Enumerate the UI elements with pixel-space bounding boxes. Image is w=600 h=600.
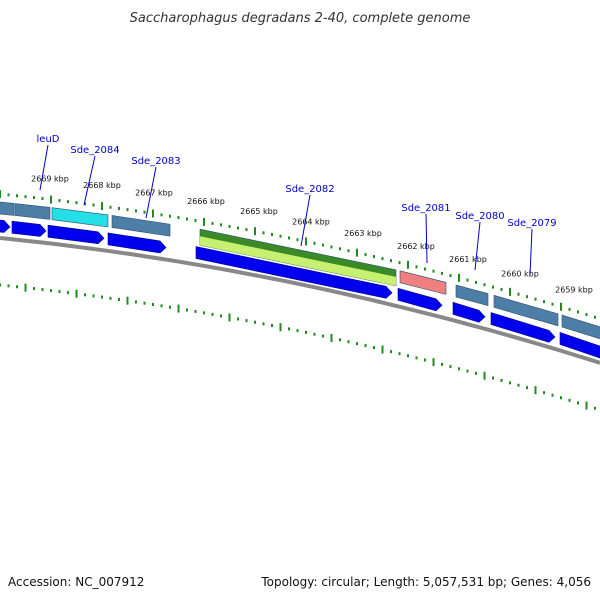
gene-label[interactable]: Sde_2083	[131, 156, 180, 167]
gene-label[interactable]: leuD	[37, 134, 60, 145]
kbp-tick-label: 2659 kbp	[555, 286, 593, 295]
gene-label[interactable]: Sde_2081	[401, 203, 450, 214]
gene-label-track: leuD Sde_2084 Sde_2083 Sde_2082 Sde_2081 Sde_…	[37, 134, 557, 276]
gene-arrow	[11, 220, 47, 237]
outer-tick-row	[0, 190, 596, 319]
cds-box	[14, 203, 51, 220]
cds-feature-track	[0, 201, 600, 340]
cds-box	[0, 201, 15, 216]
cds-box-sde-2082-lower	[200, 236, 396, 286]
gene-label-leader	[425, 213, 428, 264]
cds-box-sde-2081	[399, 270, 447, 295]
kbp-tick-label: 2667 kbp	[135, 189, 173, 198]
gene-arrow	[0, 219, 11, 233]
kbp-tick-label: 2666 kbp	[187, 197, 225, 206]
kbp-tick-label: 2663 kbp	[344, 229, 382, 238]
gene-arrow	[452, 301, 486, 323]
cds-box-sde-2080	[455, 284, 489, 307]
kbp-tick-label: 2668 kbp	[83, 181, 121, 190]
cds-box	[561, 314, 600, 340]
gene-label[interactable]: Sde_2080	[455, 211, 504, 222]
gene-label-leader	[39, 144, 49, 191]
gene-label-leader	[145, 166, 157, 219]
gene-arrow	[559, 332, 600, 359]
cds-box-sde-2079	[493, 294, 559, 327]
gene-arrow	[47, 224, 105, 245]
gene-arrow-track	[0, 219, 600, 359]
map-title: Saccharophagus degradans 2-40, complete …	[130, 11, 471, 26]
gene-arrow	[195, 246, 393, 299]
inner-tick-row	[0, 283, 596, 410]
kbp-tick-label: 2661 kbp	[449, 255, 487, 264]
accession-text: Accession: NC_007912	[8, 575, 144, 589]
gene-arrow	[107, 232, 167, 254]
gene-arrow	[490, 312, 556, 343]
gene-label[interactable]: Sde_2084	[70, 145, 119, 156]
gene-label-leader	[83, 155, 96, 206]
genome-summary-text: Topology: circular; Length: 5,057,531 bp…	[260, 575, 591, 589]
genome-backbone	[0, 236, 600, 365]
cds-box-sde-2084	[51, 207, 109, 228]
kbp-tick-label: 2665 kbp	[240, 207, 278, 216]
kbp-tick-label: 2669 kbp	[31, 174, 69, 183]
kbp-label-track: 2669 kbp 2668 kbp 2667 kbp 2666 kbp 2665 kbp…	[31, 174, 593, 294]
kbp-tick-label: 2660 kbp	[501, 270, 539, 279]
gene-label[interactable]: Sde_2079	[507, 218, 556, 229]
gene-label-leader	[300, 194, 311, 247]
kbp-tick-label: 2662 kbp	[397, 242, 435, 251]
kbp-tick-label: 2664 kbp	[292, 218, 330, 227]
gene-label[interactable]: Sde_2082	[285, 184, 334, 195]
gene-label-leader	[529, 228, 533, 276]
cds-box-sde-2083	[111, 215, 171, 237]
gene-label-leader	[474, 221, 481, 271]
gene-arrow	[397, 287, 443, 312]
